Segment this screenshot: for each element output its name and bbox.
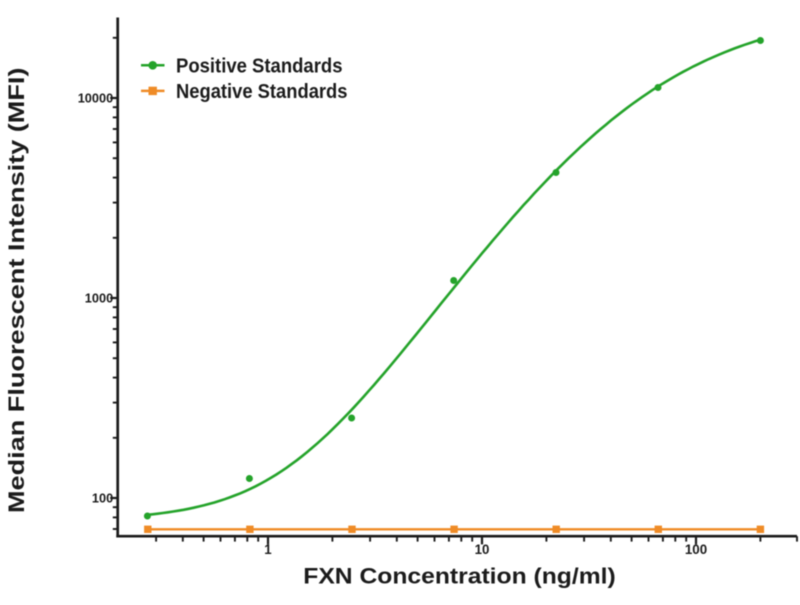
svg-text:100: 100 <box>92 491 113 506</box>
svg-text:FXN Concentration (ng/ml): FXN Concentration (ng/ml) <box>303 564 616 589</box>
svg-text:Positive Standards: Positive Standards <box>176 56 343 78</box>
svg-text:1000: 1000 <box>85 291 113 306</box>
svg-text:Median Fluorescent Intensity (: Median Fluorescent Intensity (MFI) <box>4 68 29 514</box>
svg-text:Negative Standards: Negative Standards <box>176 81 348 103</box>
svg-text:10: 10 <box>475 542 490 557</box>
svg-text:10000: 10000 <box>78 91 114 106</box>
svg-text:100: 100 <box>685 542 707 557</box>
svg-text:1: 1 <box>264 542 272 557</box>
